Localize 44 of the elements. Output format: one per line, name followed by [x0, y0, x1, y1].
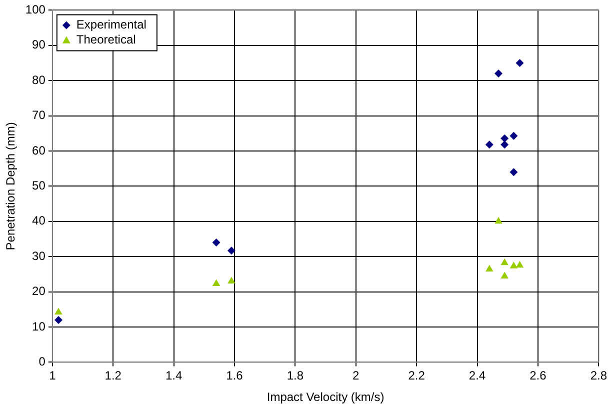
y-tick-label: 60 [32, 143, 46, 158]
y-tick-label: 80 [32, 72, 46, 87]
point [510, 262, 518, 268]
y-tick-label: 20 [32, 284, 46, 298]
point [485, 140, 494, 149]
x-tick-label: 2.2 [408, 368, 426, 383]
point [510, 168, 518, 176]
y-tick-label: 90 [32, 38, 46, 52]
point [516, 260, 524, 268]
point [227, 246, 236, 255]
x-tick-label: 2.8 [590, 368, 608, 383]
x-tick-label: 1 [49, 368, 56, 383]
x-tick-label: 1.4 [165, 368, 182, 383]
point [494, 216, 502, 224]
y-tick-label: 70 [32, 108, 46, 122]
point [212, 279, 220, 286]
x-tick-label: 1.6 [226, 368, 244, 383]
legend-label: Experimental [76, 18, 146, 32]
point [516, 59, 524, 67]
y-tick-label: 0 [38, 354, 46, 369]
y-tick-label: 40 [32, 214, 46, 228]
point [494, 70, 503, 78]
point [500, 134, 509, 142]
point [54, 308, 62, 314]
point [500, 272, 508, 279]
point [510, 132, 518, 140]
point [54, 316, 62, 324]
x-tick-label: 2.4 [468, 368, 486, 383]
point [500, 140, 509, 149]
x-axis-title: Impact Velocity (km/s) [266, 390, 384, 404]
point [500, 258, 508, 266]
y-tick-label: 50 [32, 178, 46, 193]
point [486, 264, 494, 272]
x-tick-label: 2.6 [530, 368, 547, 383]
x-tick-label: 2 [352, 368, 360, 383]
y-tick-label: 10 [32, 319, 46, 334]
point [212, 238, 220, 247]
legend-label: Theoretical [76, 32, 136, 47]
y-tick-label: 100 [25, 2, 46, 17]
point [228, 276, 236, 284]
y-axis-title: Penetration Depth (mm) [4, 122, 18, 250]
x-tick-label: 1.2 [104, 368, 122, 383]
x-tick-label: 1.8 [286, 368, 304, 383]
y-tick-label: 30 [32, 248, 46, 263]
